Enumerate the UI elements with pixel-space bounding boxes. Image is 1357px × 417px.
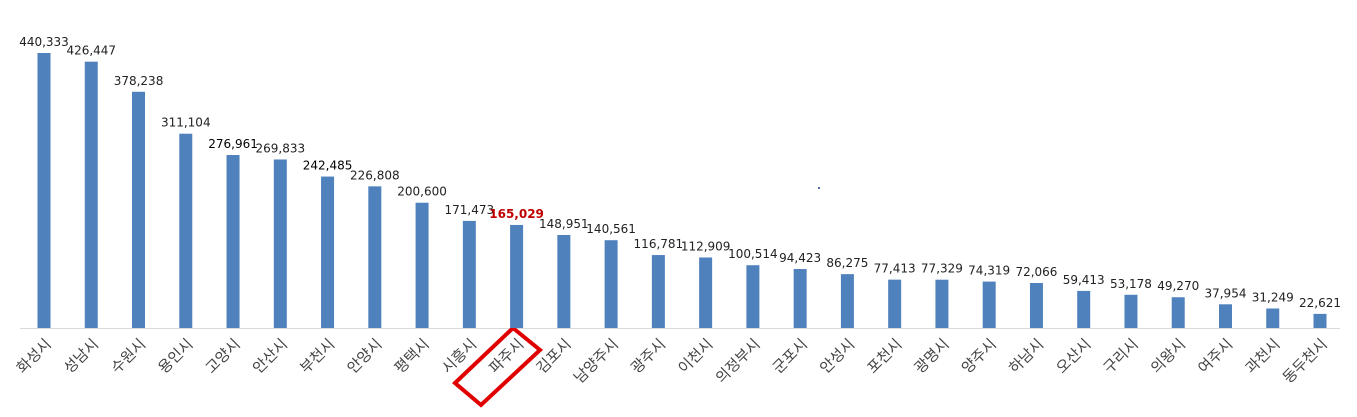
x-tick-label: 고양시 bbox=[202, 335, 244, 377]
x-tick-label: 안양시 bbox=[344, 335, 386, 377]
value-label: 140,561 bbox=[586, 222, 636, 236]
value-label: 74,319 bbox=[968, 264, 1010, 278]
bar bbox=[37, 53, 51, 328]
x-tick-label: 평택시 bbox=[391, 335, 433, 377]
value-label: 276,961 bbox=[208, 137, 258, 151]
value-label: 378,238 bbox=[114, 74, 164, 88]
x-tick-label: 이천시 bbox=[674, 335, 716, 377]
bar bbox=[982, 281, 996, 328]
bar bbox=[132, 91, 146, 328]
x-tick-label: 광명시 bbox=[911, 335, 953, 377]
x-tick-label: 포천시 bbox=[863, 335, 905, 377]
value-label: 426,447 bbox=[66, 44, 116, 58]
bar bbox=[462, 220, 476, 328]
value-label: 77,413 bbox=[874, 262, 916, 276]
value-label: 77,329 bbox=[921, 262, 963, 276]
bar bbox=[746, 265, 760, 328]
x-tick-label: 여주시 bbox=[1194, 335, 1236, 377]
value-label: 311,104 bbox=[161, 116, 211, 130]
bar bbox=[179, 133, 193, 328]
x-tick-label: 남양주시 bbox=[570, 335, 622, 387]
bar bbox=[1077, 290, 1091, 328]
value-label: 53,178 bbox=[1110, 277, 1152, 291]
dot bbox=[818, 187, 820, 189]
value-label: 226,808 bbox=[350, 168, 400, 182]
bar bbox=[415, 202, 429, 328]
value-label: 242,485 bbox=[303, 159, 353, 173]
bar bbox=[651, 255, 665, 328]
bar bbox=[321, 176, 335, 328]
value-label: 86,275 bbox=[826, 256, 868, 270]
value-label: 440,333 bbox=[19, 35, 69, 49]
bar bbox=[604, 240, 618, 328]
bar bbox=[226, 155, 240, 328]
x-tick-label: 안성시 bbox=[816, 335, 858, 377]
bar bbox=[699, 257, 713, 328]
x-tick-label: 파주시 bbox=[485, 335, 527, 377]
bar bbox=[273, 159, 287, 328]
bar bbox=[888, 279, 902, 328]
x-tick-label: 성남시 bbox=[60, 335, 102, 377]
bar bbox=[368, 186, 382, 328]
bar bbox=[557, 234, 571, 328]
x-tick-label: 광주시 bbox=[627, 335, 669, 377]
x-tick-label: 안산시 bbox=[249, 335, 291, 377]
x-tick-label: 화성시 bbox=[13, 335, 55, 377]
x-tick-label: 수원시 bbox=[107, 335, 149, 377]
x-tick-label: 동두천시 bbox=[1279, 335, 1331, 387]
x-tick-label: 김포시 bbox=[533, 335, 575, 377]
value-label: 100,514 bbox=[728, 247, 778, 261]
bar bbox=[1218, 304, 1232, 328]
value-label: 49,270 bbox=[1157, 279, 1199, 293]
value-label: 94,423 bbox=[779, 251, 821, 265]
value-label: 165,029 bbox=[489, 207, 544, 221]
value-label: 171,473 bbox=[445, 203, 495, 217]
x-tick-label: 하남시 bbox=[1005, 335, 1047, 377]
x-tick-label: 오산시 bbox=[1053, 335, 1095, 377]
bar bbox=[1266, 308, 1280, 328]
bar bbox=[935, 279, 949, 328]
x-tick-label: 의정부시 bbox=[712, 335, 764, 387]
value-label: 112,909 bbox=[681, 239, 731, 253]
bar bbox=[840, 274, 854, 328]
x-tick-label: 시흥시 bbox=[438, 335, 480, 377]
value-label: 37,954 bbox=[1204, 286, 1246, 300]
bar bbox=[84, 61, 98, 329]
value-label: 31,249 bbox=[1252, 290, 1294, 304]
x-tick-label: 구리시 bbox=[1100, 335, 1142, 377]
bar bbox=[1029, 282, 1043, 328]
x-tick-label: 부천시 bbox=[296, 335, 338, 377]
bar bbox=[1124, 294, 1138, 328]
x-tick-label: 용인시 bbox=[155, 335, 197, 377]
bar bbox=[1313, 313, 1327, 328]
value-label: 116,781 bbox=[634, 237, 684, 251]
value-label: 269,833 bbox=[255, 141, 305, 155]
x-tick-label: 군포시 bbox=[769, 335, 811, 377]
value-label: 22,621 bbox=[1299, 296, 1341, 310]
value-label: 72,066 bbox=[1015, 265, 1057, 279]
value-label: 59,413 bbox=[1063, 273, 1105, 287]
x-tick-label: 의왕시 bbox=[1147, 335, 1189, 377]
value-label: 148,951 bbox=[539, 217, 589, 231]
x-tick-label: 양주시 bbox=[958, 335, 1000, 377]
bar bbox=[1171, 297, 1185, 328]
bar bbox=[793, 269, 807, 328]
value-label: 200,600 bbox=[397, 185, 447, 199]
highlight-box bbox=[452, 325, 544, 408]
x-tick-label: 과천시 bbox=[1242, 335, 1284, 377]
bar bbox=[510, 224, 524, 328]
